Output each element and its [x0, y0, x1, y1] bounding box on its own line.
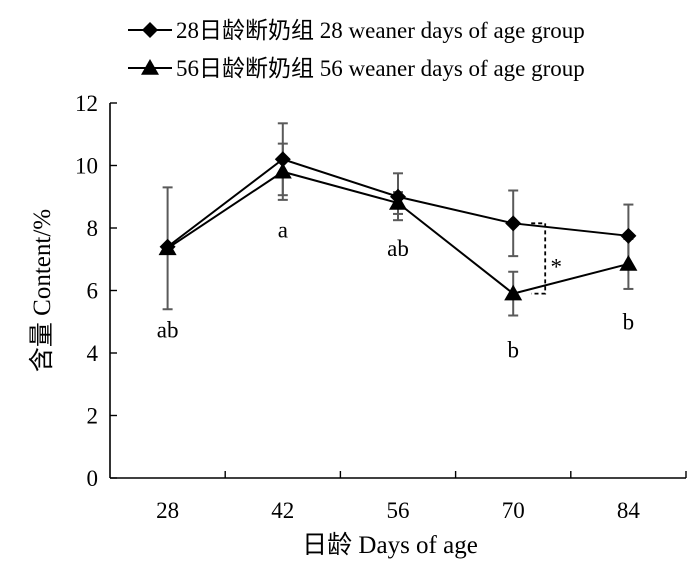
- significance-letter: ab: [387, 236, 409, 261]
- x-tick-label: 56: [387, 498, 410, 523]
- x-tick-label: 84: [617, 498, 641, 523]
- data-point-diamond: [505, 215, 522, 232]
- y-tick-label: 12: [75, 91, 98, 116]
- significance-asterisk: *: [550, 254, 562, 279]
- y-tick-label: 6: [87, 279, 99, 304]
- data-point-triangle: [619, 254, 638, 271]
- x-axis-title: 日龄 Days of age: [302, 531, 478, 559]
- annotations: ab a ab b b *: [157, 217, 634, 362]
- error-bars: [162, 122, 634, 317]
- significance-letter: ab: [157, 317, 179, 342]
- data-point-triangle: [158, 239, 177, 256]
- significance-letter: b: [623, 310, 635, 335]
- axes: 0 2 4 6 8 10 12 28 42 56 70 84 日龄 Days of age 含量 Cont…: [28, 91, 687, 559]
- data-point-triangle: [504, 284, 523, 301]
- y-tick-label: 4: [87, 341, 99, 366]
- data-point-diamond: [274, 151, 291, 168]
- x-tick-label: 70: [502, 498, 525, 523]
- data-point-diamond: [142, 22, 158, 38]
- y-tick-label: 10: [75, 154, 98, 179]
- x-tick-label: 42: [271, 498, 294, 523]
- significance-letter: b: [507, 338, 519, 363]
- significance-bracket: [531, 222, 547, 295]
- legend-label-1: 28日龄断奶组 28 weaner days of age group: [176, 18, 585, 43]
- y-tick-label: 8: [87, 216, 99, 241]
- data-point-triangle: [141, 59, 159, 75]
- y-tick-label: 0: [87, 466, 99, 491]
- legend-label-2: 56日龄断奶组 56 weaner days of age group: [176, 56, 585, 81]
- series-markers: [158, 151, 638, 301]
- y-tick-label: 2: [87, 404, 99, 429]
- data-point-triangle: [273, 162, 292, 179]
- significance-letter: a: [278, 217, 288, 242]
- legend: 28日龄断奶组 28 weaner days of age group 56日龄断…: [128, 18, 585, 81]
- y-axis-title: 含量 Content/%: [28, 209, 56, 372]
- data-point-triangle: [389, 194, 407, 210]
- x-tick-label: 28: [156, 498, 179, 523]
- data-point-diamond: [620, 227, 637, 244]
